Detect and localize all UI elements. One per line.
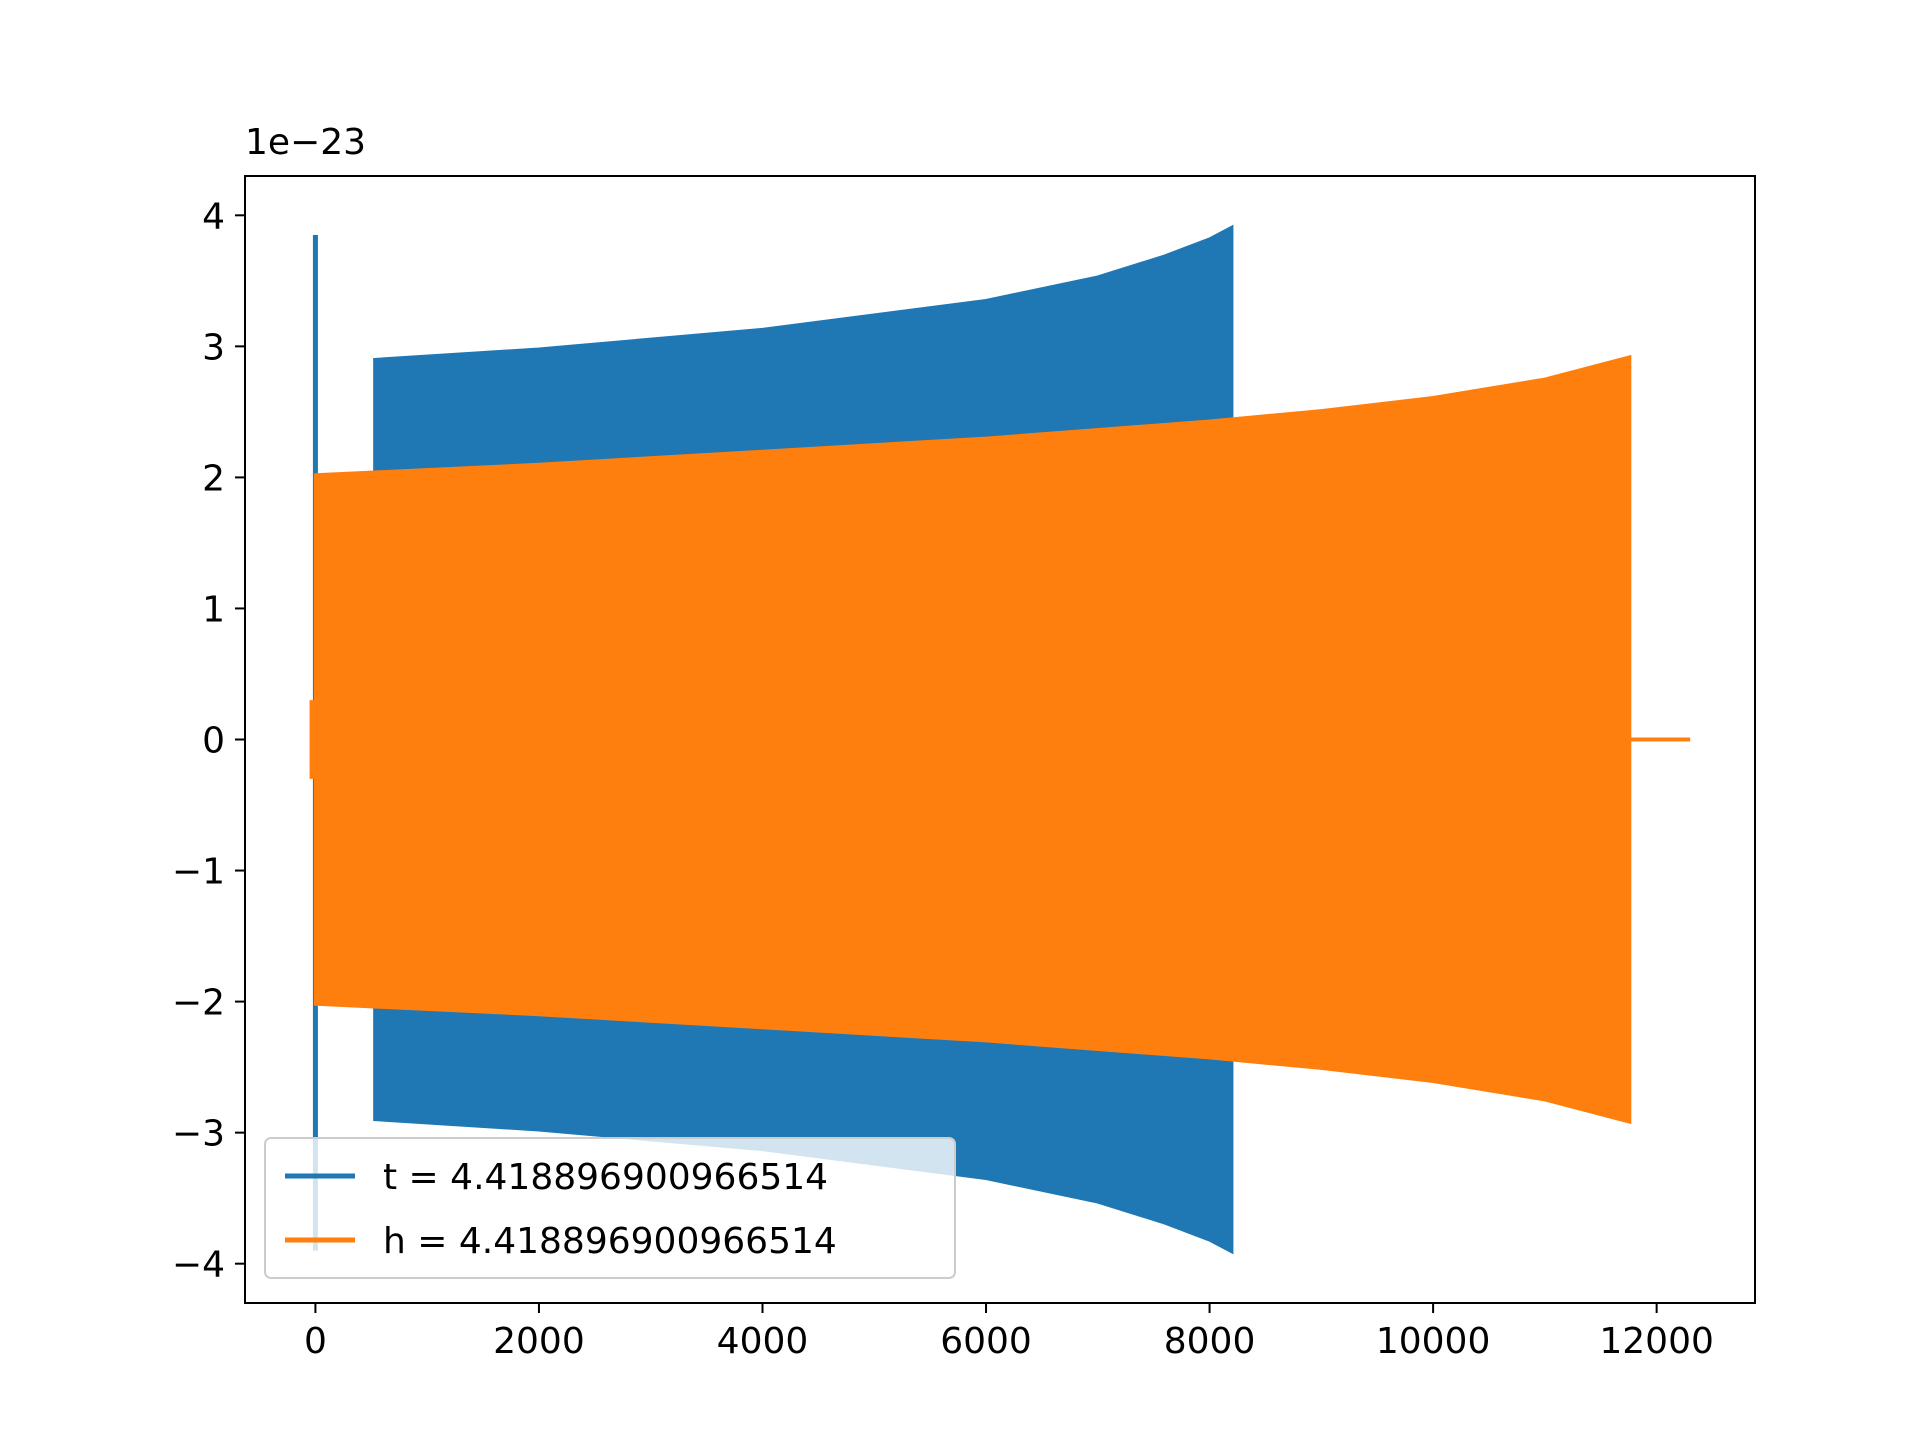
x-axis: 0 2000 4000 6000 8000 10000 12000	[304, 1303, 1714, 1362]
y-tick-label: 0	[202, 721, 225, 762]
legend-label: h = 4.418896900966514	[383, 1221, 837, 1262]
legend-box	[264, 1137, 956, 1279]
series-h-envelope	[313, 354, 1632, 1125]
x-tick-label: 4000	[717, 1321, 809, 1362]
y-tick-label: 1	[202, 589, 225, 630]
y-axis: 4 3 2 1 0 −1 −2 −3 −4	[172, 196, 245, 1286]
x-tick-label: 6000	[940, 1321, 1032, 1362]
y-tick-label: 2	[202, 458, 225, 499]
legend: t = 4.418896900966514 h = 4.4188969009665…	[264, 1137, 956, 1279]
x-tick-label: 12000	[1599, 1321, 1714, 1362]
legend-label: t = 4.418896900966514	[383, 1157, 828, 1198]
x-tick-label: 10000	[1376, 1321, 1491, 1362]
x-tick-label: 2000	[493, 1321, 585, 1362]
y-tick-label: −3	[172, 1114, 225, 1155]
y-tick-label: 3	[202, 327, 225, 368]
x-tick-label: 8000	[1164, 1321, 1256, 1362]
y-tick-label: 4	[202, 196, 225, 237]
y-tick-label: −2	[172, 983, 225, 1024]
y-tick-label: −1	[172, 852, 225, 893]
series-h	[309, 354, 1691, 1125]
plot-area	[309, 224, 1691, 1255]
y-tick-label: −4	[172, 1245, 225, 1286]
y-offset-label: 1e−23	[245, 122, 366, 163]
x-tick-label: 0	[304, 1321, 327, 1362]
